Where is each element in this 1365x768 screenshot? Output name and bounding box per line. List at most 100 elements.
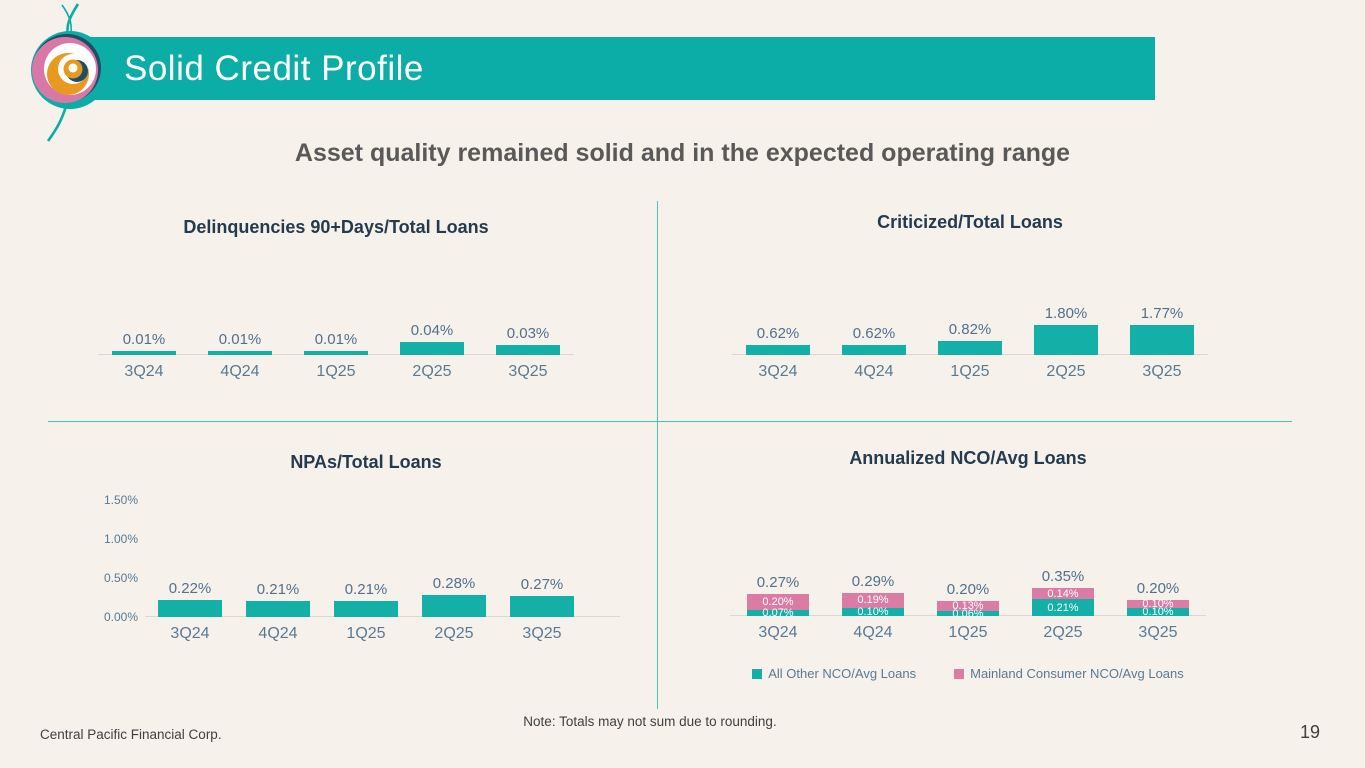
segment-label: 0.07%	[762, 607, 794, 616]
category-axis: 3Q24 4Q24 1Q25 2Q25 3Q25	[86, 363, 586, 381]
bar-segment: 0.19%	[842, 592, 904, 608]
bars-row: 0.22% 0.21% 0.21% 0.28% 0.27%	[90, 575, 642, 617]
bar-value-label: 0.04%	[410, 321, 454, 339]
bar	[1130, 325, 1194, 355]
y-axis-tick: 1.00%	[104, 532, 139, 546]
category-label: 2Q25	[412, 363, 452, 380]
bar-value-label: 0.01%	[314, 330, 358, 348]
category-label: 1Q25	[948, 624, 988, 641]
category-label: 2Q25	[434, 625, 474, 642]
legend-item: All Other NCO/Avg Loans	[752, 666, 916, 681]
legend-label: All Other NCO/Avg Loans	[768, 666, 917, 681]
logo-swirl-center	[68, 63, 78, 73]
bars-row: 0.01% 0.01% 0.01% 0.04% 0.03%	[86, 322, 586, 355]
chart-nco: Annualized NCO/Avg Loans 0.27% 0.20% 0.07% 0…	[718, 446, 1218, 681]
category-label: 3Q25	[508, 363, 548, 380]
bar-value-label: 1.77%	[1140, 305, 1184, 323]
legend-label: Mainland Consumer NCO/Avg Loans	[970, 666, 1184, 681]
bar-value-label: 0.27%	[756, 574, 800, 592]
category-label: 3Q25	[522, 625, 562, 642]
divider-horizontal	[48, 421, 1292, 422]
segment-label: 0.20%	[762, 596, 794, 609]
segment-label: 0.21%	[1047, 601, 1079, 614]
bar-group: 1.80%	[1034, 305, 1098, 355]
bar-value-label: 0.03%	[506, 325, 550, 343]
bar-value-label: 0.01%	[122, 330, 166, 348]
plot-area: 0.01% 0.01% 0.01% 0.04% 0.03%	[86, 245, 586, 355]
chart-npas: NPAs/Total Loans 0.00% 0.50% 1.00% 1.50% 0.22…	[90, 450, 642, 643]
bar	[400, 341, 464, 355]
bar-segment: 0.20%	[747, 594, 809, 611]
chart-delinquencies: Delinquencies 90+Days/Total Loans 0.01% 0.…	[86, 215, 586, 381]
segment-label: 0.10%	[1142, 606, 1174, 616]
divider-vertical	[657, 201, 658, 709]
bar-value-label: 1.80%	[1044, 304, 1088, 322]
bar	[842, 344, 906, 355]
bar-value-label: 0.22%	[168, 579, 212, 597]
bar-group: 0.21%	[246, 581, 310, 617]
bar-value-label: 0.27%	[520, 575, 564, 593]
bars-row: 0.27% 0.20% 0.07% 0.29% 0.19% 0.10% 0.20% 0.13%…	[718, 568, 1218, 616]
y-axis-tick: 1.50%	[104, 493, 139, 507]
bar-segment: 0.13%	[937, 600, 999, 612]
category-label: 4Q24	[853, 624, 893, 641]
bars-row: 0.62% 0.62% 0.82% 1.80% 1.77%	[720, 305, 1220, 355]
chart-title: NPAs/Total Loans	[290, 452, 442, 472]
bar	[304, 350, 368, 355]
bar-value-label: 0.21%	[256, 580, 300, 598]
logo-stem-bottom	[46, 105, 68, 142]
bar-segment: 0.10%	[1127, 598, 1189, 610]
segment-label: 0.14%	[1047, 587, 1079, 600]
company-name: Central Pacific Financial Corp.	[40, 727, 222, 742]
slide-title: Solid Credit Profile	[124, 49, 424, 88]
segment-label: 0.10%	[1142, 598, 1174, 610]
bar	[158, 599, 222, 617]
legend-swatch	[954, 668, 965, 679]
bar-group: 0.22%	[158, 580, 222, 617]
bar-segment: 0.06%	[937, 607, 999, 616]
segment-label: 0.06%	[952, 607, 984, 616]
page-number: 19	[1299, 722, 1320, 742]
bar-segment: 0.10%	[842, 606, 904, 616]
bar-value-label: 0.01%	[218, 330, 262, 348]
bar-segment: 0.10%	[1127, 606, 1189, 616]
category-label: 3Q24	[124, 363, 164, 380]
category-label: 3Q25	[1138, 624, 1178, 641]
bar-segment: 0.14%	[1032, 587, 1094, 600]
bar-group: 1.77%	[1130, 305, 1194, 355]
bar-value-label: 0.29%	[851, 572, 895, 590]
bar-segment: 0.07%	[747, 607, 809, 616]
bar	[112, 350, 176, 355]
category-label: 4Q24	[258, 625, 298, 642]
bar-value-label: 0.28%	[432, 575, 476, 593]
chart-title: Criticized/Total Loans	[877, 212, 1063, 232]
bar	[938, 341, 1002, 355]
title-banner: Solid Credit Profile	[88, 37, 1155, 100]
category-label: 4Q24	[854, 363, 894, 380]
category-label: 2Q25	[1046, 363, 1086, 380]
bar-value-label: 0.20%	[946, 580, 990, 598]
plot-area: 0.27% 0.20% 0.07% 0.29% 0.19% 0.10% 0.20% 0.13%…	[718, 476, 1218, 616]
bar-group: 0.28%	[422, 575, 486, 617]
bar-group: 0.29% 0.19% 0.10%	[842, 573, 904, 616]
y-axis-tick: 0.50%	[104, 571, 139, 585]
bar-value-label: 0.82%	[948, 321, 992, 339]
bar-group: 0.03%	[496, 325, 560, 355]
bar-group: 0.20% 0.10% 0.10%	[1127, 580, 1189, 616]
category-label: 1Q25	[950, 363, 990, 380]
bar	[246, 600, 310, 617]
category-label: 1Q25	[316, 363, 356, 380]
bar	[422, 595, 486, 617]
bar	[1034, 324, 1098, 355]
bar-group: 0.21%	[334, 581, 398, 617]
category-axis: 3Q24 4Q24 1Q25 2Q25 3Q25	[718, 624, 1218, 642]
bar-group: 0.01%	[112, 330, 176, 355]
footnote: Note: Totals may not sum due to rounding…	[523, 714, 777, 729]
category-label: 3Q24	[758, 363, 798, 380]
legend-item: Mainland Consumer NCO/Avg Loans	[954, 666, 1184, 681]
bar	[746, 344, 810, 355]
category-label: 3Q24	[170, 625, 210, 642]
category-axis: 3Q24 4Q24 1Q25 2Q25 3Q25	[90, 625, 642, 643]
y-axis-tick: 0.00%	[104, 610, 139, 624]
bar-group: 0.04%	[400, 322, 464, 355]
